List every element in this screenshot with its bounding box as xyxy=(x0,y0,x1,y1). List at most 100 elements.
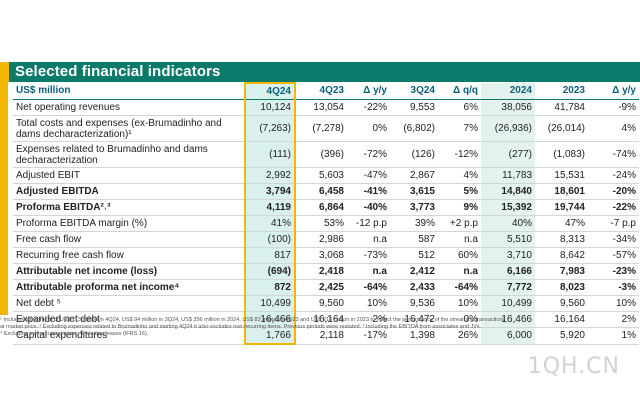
row-value: n.a xyxy=(347,263,390,280)
row-value: 19,744 xyxy=(535,199,588,216)
table-row: Attributable proforma net income⁴ 872 2,42… xyxy=(13,279,639,296)
row-value: 8,313 xyxy=(535,231,588,248)
title-bar: Selected financial indicators xyxy=(0,62,640,82)
header-2023: 2023 xyxy=(535,83,588,100)
row-value: 3,068 xyxy=(295,247,347,264)
row-value: -74% xyxy=(588,141,639,168)
row-value: 39% xyxy=(390,215,438,232)
row-value: 26% xyxy=(438,327,481,345)
table-row: Proforma EBITDA margin (%) 41% 53% -12 p.p 3… xyxy=(13,215,639,232)
table-row: Net debt ⁵ 10,499 9,560 10% 9,536 10% 10,499 9,… xyxy=(13,295,639,312)
row-value: 512 xyxy=(390,247,438,264)
footnote-line: ¹ Includes adjustment of US$ 113 million… xyxy=(0,317,506,323)
row-value: 7,983 xyxy=(535,263,588,280)
row-label: Free cash flow xyxy=(13,231,245,248)
row-value: 10,499 xyxy=(481,295,535,312)
row-label: Attributable net income (loss) xyxy=(13,263,245,280)
table-body: Net operating revenues 10,124 13,054 -22% 9,… xyxy=(13,99,639,345)
row-label: Capital expenditures xyxy=(13,327,245,345)
row-value: -7 p.p xyxy=(588,215,639,232)
row-value: -9% xyxy=(588,99,639,116)
row-value: 6,166 xyxy=(481,263,535,280)
row-value: 38,056 xyxy=(481,99,535,116)
row-label: Net operating revenues xyxy=(13,99,245,116)
row-value: (277) xyxy=(481,141,535,168)
header-2024: 2024 xyxy=(481,83,535,100)
row-value: 9,560 xyxy=(295,295,347,312)
row-value: 872 xyxy=(244,279,296,296)
row-value: 3,615 xyxy=(390,183,438,200)
row-value: 7% xyxy=(438,115,481,142)
row-value: 8,642 xyxy=(535,247,588,264)
row-value: 5% xyxy=(438,183,481,200)
header-yoy-q: Δ y/y xyxy=(347,83,390,100)
row-label: Net debt ⁵ xyxy=(13,295,245,312)
table-row: Recurring free cash flow 817 3,068 -73% 512 6… xyxy=(13,247,639,264)
table-row: Attributable net income (loss) (694) 2,418… xyxy=(13,263,639,280)
row-label: Proforma EBITDA²˒³ xyxy=(13,199,245,216)
row-value: 5,920 xyxy=(535,327,588,345)
row-value: 6% xyxy=(438,99,481,116)
row-value: -64% xyxy=(438,279,481,296)
row-label: Attributable proforma net income⁴ xyxy=(13,279,245,296)
row-value: 40% xyxy=(481,215,535,232)
row-value: 14,840 xyxy=(481,183,535,200)
header-3q24: 3Q24 xyxy=(390,83,438,100)
table-row: Proforma EBITDA²˒³ 4,119 6,864 -40% 3,773 9% 1… xyxy=(13,199,639,216)
watermark: 1QH.CN xyxy=(527,354,620,379)
row-value: 11,783 xyxy=(481,167,535,184)
row-value: -47% xyxy=(347,167,390,184)
row-value: 9,536 xyxy=(390,295,438,312)
row-value: 47% xyxy=(535,215,588,232)
header-4q23: 4Q23 xyxy=(295,83,347,100)
table-row: Adjusted EBIT 2,992 5,603 -47% 2,867 4% 11,783… xyxy=(13,167,639,184)
row-value: +2 p.p xyxy=(438,215,481,232)
row-value: 2,986 xyxy=(295,231,347,248)
row-value: 8,023 xyxy=(535,279,588,296)
row-value: (111) xyxy=(244,141,296,168)
row-value: 16,466 xyxy=(481,311,535,328)
row-value: 2,433 xyxy=(390,279,438,296)
row-value: -34% xyxy=(588,231,639,248)
table-row: Capital expenditures 1,766 2,118 -17% 1,398 2… xyxy=(13,327,639,345)
row-value: -12% xyxy=(438,141,481,168)
row-value: 10,124 xyxy=(244,99,296,116)
row-value: 15,392 xyxy=(481,199,535,216)
row-value: 16,472 xyxy=(390,311,438,328)
row-value: (26,936) xyxy=(481,115,535,142)
row-value: (126) xyxy=(390,141,438,168)
table-row: Free cash flow (100) 2,986 n.a 587 n.a 5,510 8,… xyxy=(13,231,639,248)
row-value: 10,499 xyxy=(244,295,296,312)
row-value: 18,601 xyxy=(535,183,588,200)
row-value: (694) xyxy=(244,263,296,280)
row-value: (7,263) xyxy=(244,115,296,142)
table-row: Net operating revenues 10,124 13,054 -22% 9,… xyxy=(13,99,639,116)
row-value: 5,603 xyxy=(295,167,347,184)
row-value: 10% xyxy=(347,295,390,312)
row-value: n.a xyxy=(438,263,481,280)
row-value: -22% xyxy=(347,99,390,116)
row-value: 60% xyxy=(438,247,481,264)
row-value: 4% xyxy=(588,115,639,142)
row-value: 2,412 xyxy=(390,263,438,280)
row-value: 41,784 xyxy=(535,99,588,116)
row-value: 3,773 xyxy=(390,199,438,216)
row-value: 7,772 xyxy=(481,279,535,296)
header-units: US$ million xyxy=(13,83,245,100)
header-yoy-annual: Δ y/y xyxy=(588,83,639,100)
row-value: (6,802) xyxy=(390,115,438,142)
financial-table: US$ million 4Q24 4Q23 Δ y/y 3Q24 Δ q/q 2… xyxy=(13,82,639,345)
row-value: 2,425 xyxy=(295,279,347,296)
header-qoq: Δ q/q xyxy=(438,83,481,100)
row-value: -73% xyxy=(347,247,390,264)
row-value: 2% xyxy=(588,311,639,328)
row-value: 2,992 xyxy=(244,167,296,184)
row-value: -12 p.p xyxy=(347,215,390,232)
title-accent xyxy=(0,62,9,82)
row-value: 15,531 xyxy=(535,167,588,184)
row-value: 16,164 xyxy=(295,311,347,328)
row-value: 9% xyxy=(438,199,481,216)
row-value: 6,000 xyxy=(481,327,535,345)
row-value: 1,766 xyxy=(244,327,296,345)
